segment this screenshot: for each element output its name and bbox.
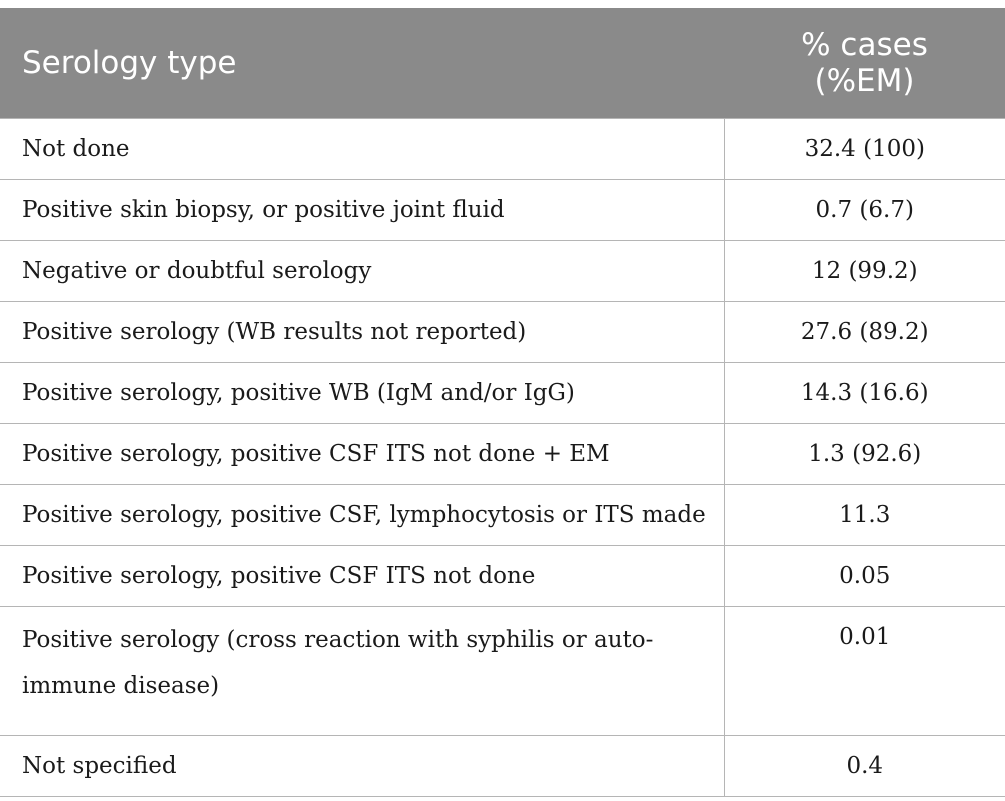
- row-label: Positive serology, positive CSF, lymphoc…: [0, 484, 725, 546]
- header-serology-type: Serology type: [0, 8, 724, 119]
- row-value: 32.4 (100): [724, 118, 1005, 180]
- header-percent-cases: % cases (%EM): [724, 8, 1005, 119]
- row-label-line1: Positive serology (cross reaction with s…: [22, 627, 654, 653]
- row-value: 0.4: [724, 735, 1005, 797]
- serology-table: Serology type % cases (%EM) Not done 32.…: [0, 8, 1005, 797]
- row-label: Positive serology (cross reaction with s…: [0, 606, 725, 736]
- table-row: Not specified 0.4: [0, 735, 1005, 797]
- row-label: Positive serology, positive WB (IgM and/…: [0, 362, 725, 424]
- serology-table-container: Serology type % cases (%EM) Not done 32.…: [0, 8, 1005, 797]
- row-label: Positive serology, positive CSF ITS not …: [0, 545, 725, 607]
- table-row: Positive skin biopsy, or positive joint …: [0, 179, 1005, 241]
- row-value: 0.7 (6.7): [724, 179, 1005, 241]
- table-row: Positive serology, positive CSF ITS not …: [0, 423, 1005, 485]
- header-percent-cases-line1: % cases: [801, 27, 928, 63]
- row-label: Negative or doubtful serology: [0, 240, 725, 302]
- row-value: 0.01: [724, 606, 1005, 736]
- row-label: Not done: [0, 118, 725, 180]
- row-label: Positive serology (WB results not report…: [0, 301, 725, 363]
- row-label-line2: immune disease): [22, 673, 220, 699]
- table-row: Positive serology (cross reaction with s…: [0, 606, 1005, 736]
- row-label: Positive serology, positive CSF ITS not …: [0, 423, 725, 485]
- row-value: 12 (99.2): [724, 240, 1005, 302]
- row-label: Not specified: [0, 735, 725, 797]
- row-value: 1.3 (92.6): [724, 423, 1005, 485]
- table-row: Positive serology, positive WB (IgM and/…: [0, 362, 1005, 424]
- table-row: Negative or doubtful serology 12 (99.2): [0, 240, 1005, 302]
- header-percent-cases-line2: (%EM): [814, 63, 915, 99]
- table-row: Positive serology, positive CSF, lymphoc…: [0, 484, 1005, 546]
- header-row: Serology type % cases (%EM): [0, 8, 1005, 119]
- row-value: 27.6 (89.2): [724, 301, 1005, 363]
- row-label: Positive skin biopsy, or positive joint …: [0, 179, 725, 241]
- row-value: 0.05: [724, 545, 1005, 607]
- row-value: 11.3: [724, 484, 1005, 546]
- table-row: Positive serology (WB results not report…: [0, 301, 1005, 363]
- table-row: Not done 32.4 (100): [0, 118, 1005, 180]
- table-row: Positive serology, positive CSF ITS not …: [0, 545, 1005, 607]
- row-value: 14.3 (16.6): [724, 362, 1005, 424]
